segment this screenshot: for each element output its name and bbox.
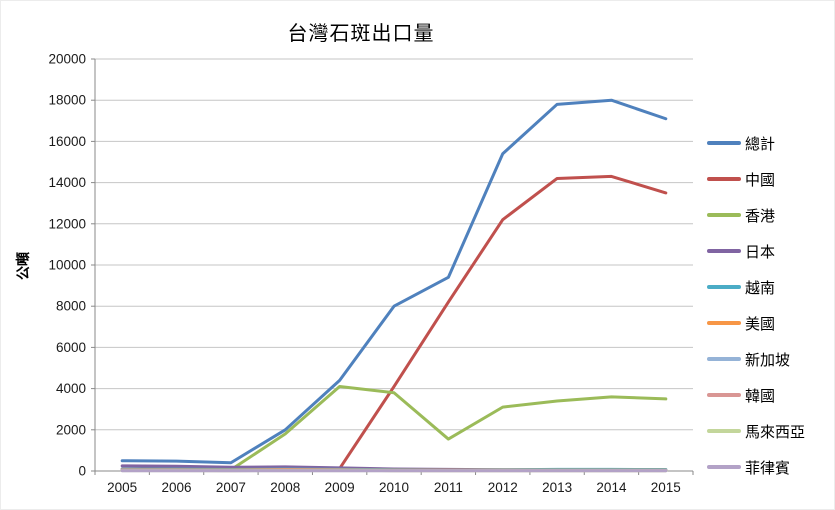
series-line-中國 xyxy=(120,174,668,471)
legend-label: 日本 xyxy=(745,242,776,261)
x-tick-label: 2005 xyxy=(107,480,137,495)
x-tick-label: 2014 xyxy=(596,480,627,495)
legend-item: 香港 xyxy=(707,197,805,233)
legend-item: 新加坡 xyxy=(707,341,805,377)
legend-swatch xyxy=(707,177,741,181)
series-line-香港 xyxy=(120,385,668,472)
legend-label: 總計 xyxy=(745,134,776,153)
legend-item: 馬來西亞 xyxy=(707,413,805,449)
x-tick-label: 2010 xyxy=(379,480,409,495)
legend-label: 馬來西亞 xyxy=(745,422,806,441)
x-tick-label: 2013 xyxy=(542,480,572,495)
legend-label: 美國 xyxy=(745,314,776,333)
y-tick-label: 18000 xyxy=(48,93,86,108)
legend-item: 菲律賓 xyxy=(707,449,805,485)
legend-label: 菲律賓 xyxy=(745,458,791,477)
x-tick-label: 2007 xyxy=(216,480,246,495)
legend-label: 韓國 xyxy=(745,386,776,405)
x-tick-label: 2012 xyxy=(488,480,518,495)
legend-swatch xyxy=(707,249,741,253)
legend-swatch xyxy=(707,321,741,325)
y-tick-label: 8000 xyxy=(56,299,86,314)
y-tick-label: 0 xyxy=(78,464,86,479)
x-tick-label: 2009 xyxy=(325,480,355,495)
legend-swatch xyxy=(707,285,741,289)
x-tick-label: 2008 xyxy=(270,480,300,495)
x-tick-label: 2006 xyxy=(162,480,192,495)
y-tick-label: 10000 xyxy=(48,258,86,273)
legend-item: 日本 xyxy=(707,233,805,269)
y-tick-label: 20000 xyxy=(48,52,86,67)
legend-label: 新加坡 xyxy=(745,350,791,369)
legend-item: 總計 xyxy=(707,125,805,161)
legend-swatch xyxy=(707,429,741,433)
legend-swatch xyxy=(707,141,741,145)
legend-item: 中國 xyxy=(707,161,805,197)
x-tick-label: 2015 xyxy=(651,480,681,495)
series-line-總計 xyxy=(120,98,668,465)
legend-item: 美國 xyxy=(707,305,805,341)
y-tick-label: 2000 xyxy=(56,422,86,437)
y-tick-label: 12000 xyxy=(48,216,86,231)
y-axis-title: 公噸 xyxy=(16,252,32,280)
y-tick-label: 14000 xyxy=(48,175,86,190)
legend-label: 中國 xyxy=(745,170,776,189)
legend-swatch xyxy=(707,465,741,469)
x-tick-label: 2011 xyxy=(434,480,463,495)
chart-title: 台灣石斑出口量 xyxy=(287,21,435,45)
legend-swatch xyxy=(707,393,741,397)
legend-swatch xyxy=(707,213,741,217)
y-tick-label: 6000 xyxy=(56,340,86,355)
legend: 總計中國香港日本越南美國新加坡韓國馬來西亞菲律賓 xyxy=(707,125,805,485)
y-tick-label: 4000 xyxy=(56,381,86,396)
legend-label: 香港 xyxy=(745,206,776,225)
legend-item: 韓國 xyxy=(707,377,805,413)
legend-item: 越南 xyxy=(707,269,805,305)
y-tick-label: 16000 xyxy=(48,134,86,149)
legend-swatch xyxy=(707,357,741,361)
legend-label: 越南 xyxy=(745,278,776,297)
